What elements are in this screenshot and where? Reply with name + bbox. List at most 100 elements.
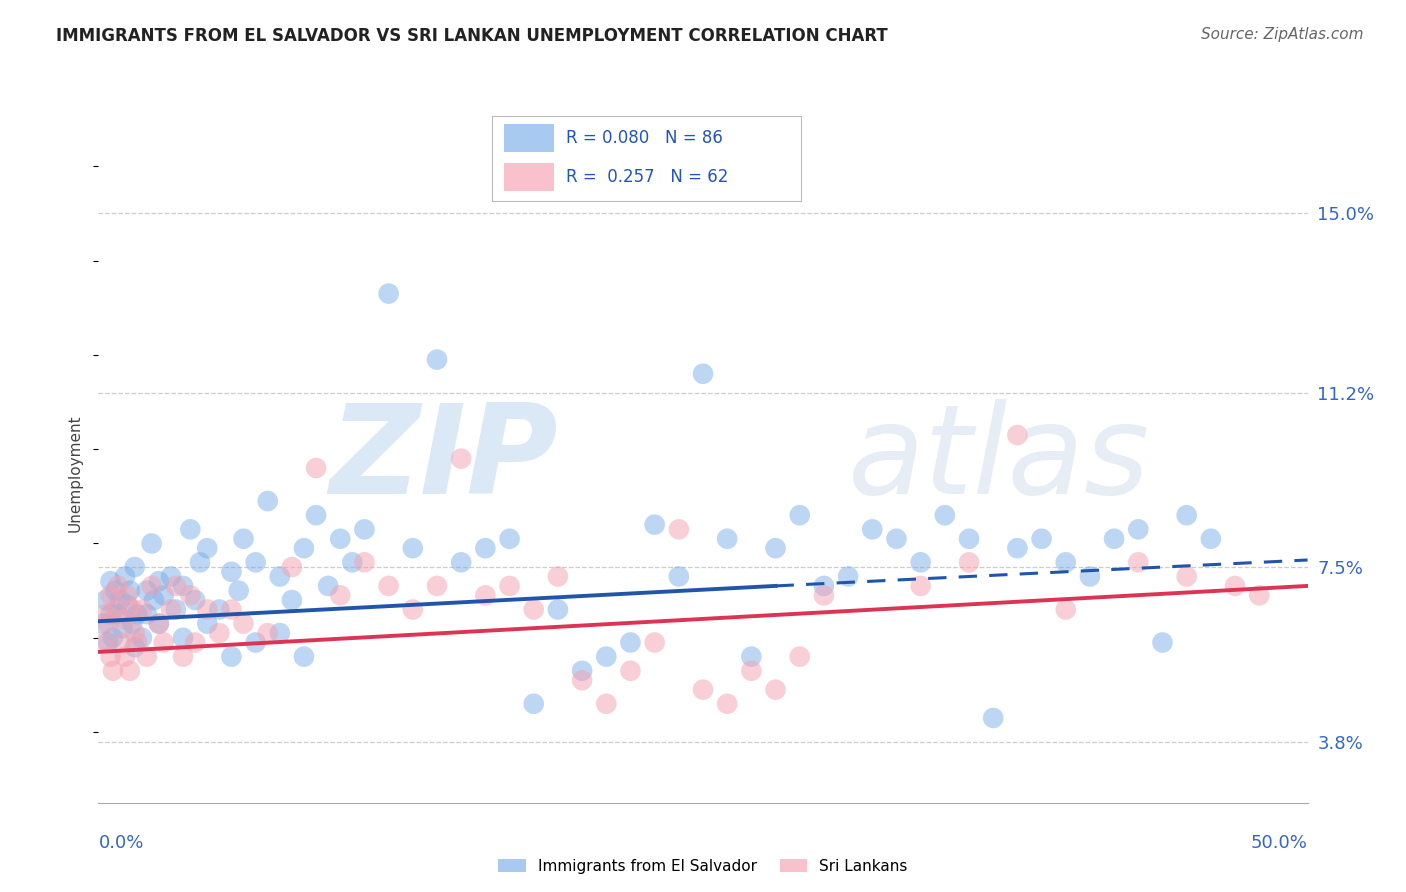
- Point: [402, 602, 425, 616]
- Point: [547, 569, 569, 583]
- Point: [97, 635, 120, 649]
- Point: [1007, 541, 1029, 556]
- Point: [100, 574, 122, 589]
- Point: [141, 536, 163, 550]
- Point: [117, 598, 139, 612]
- Point: [124, 640, 146, 655]
- Point: [292, 541, 315, 556]
- Point: [402, 541, 425, 556]
- Point: [450, 555, 472, 569]
- Point: [377, 286, 399, 301]
- Point: [195, 616, 218, 631]
- Point: [131, 602, 153, 616]
- Point: [1152, 635, 1174, 649]
- Point: [498, 532, 520, 546]
- Point: [114, 649, 136, 664]
- Point: [104, 602, 127, 616]
- Point: [160, 602, 183, 616]
- Point: [152, 635, 174, 649]
- Point: [124, 560, 146, 574]
- Point: [474, 588, 496, 602]
- Text: IMMIGRANTS FROM EL SALVADOR VS SRI LANKAN UNEMPLOYMENT CORRELATION CHART: IMMIGRANTS FROM EL SALVADOR VS SRI LANKA…: [56, 27, 889, 45]
- Point: [188, 555, 211, 569]
- Point: [148, 574, 170, 589]
- Point: [121, 616, 143, 631]
- Point: [148, 616, 170, 631]
- Point: [107, 579, 129, 593]
- Point: [668, 569, 690, 583]
- Point: [1078, 569, 1101, 583]
- Text: 0.0%: 0.0%: [98, 834, 143, 852]
- Point: [910, 555, 932, 569]
- Point: [1175, 508, 1198, 523]
- Legend: Immigrants from El Salvador, Sri Lankans: Immigrants from El Salvador, Sri Lankans: [492, 853, 914, 880]
- Point: [118, 583, 141, 598]
- Point: [143, 593, 166, 607]
- Point: [498, 579, 520, 593]
- Point: [1007, 428, 1029, 442]
- Point: [281, 560, 304, 574]
- Point: [94, 607, 117, 622]
- Text: ZIP: ZIP: [329, 399, 558, 520]
- Point: [789, 508, 811, 523]
- Point: [184, 635, 207, 649]
- Point: [547, 602, 569, 616]
- Point: [644, 517, 666, 532]
- Point: [221, 565, 243, 579]
- Point: [765, 682, 787, 697]
- Point: [195, 602, 218, 616]
- Point: [245, 635, 267, 649]
- Point: [595, 649, 617, 664]
- Point: [886, 532, 908, 546]
- Text: 50.0%: 50.0%: [1251, 834, 1308, 852]
- Point: [121, 602, 143, 616]
- Point: [740, 664, 762, 678]
- Point: [127, 607, 149, 622]
- Point: [127, 635, 149, 649]
- Point: [619, 664, 641, 678]
- Point: [305, 508, 328, 523]
- Point: [208, 602, 231, 616]
- Point: [716, 532, 738, 546]
- Point: [329, 588, 352, 602]
- Point: [111, 612, 134, 626]
- Point: [1054, 555, 1077, 569]
- Point: [245, 555, 267, 569]
- Point: [269, 569, 291, 583]
- Point: [523, 697, 546, 711]
- Point: [426, 579, 449, 593]
- Point: [232, 616, 254, 631]
- Point: [353, 522, 375, 536]
- Point: [172, 631, 194, 645]
- Point: [104, 583, 127, 598]
- Point: [101, 631, 124, 645]
- Point: [165, 602, 187, 616]
- Point: [179, 522, 201, 536]
- Point: [91, 616, 114, 631]
- Point: [179, 588, 201, 602]
- Point: [256, 626, 278, 640]
- Point: [94, 593, 117, 607]
- Point: [281, 593, 304, 607]
- Point: [957, 555, 980, 569]
- Point: [152, 588, 174, 602]
- Text: atlas: atlas: [848, 399, 1150, 520]
- Point: [1128, 522, 1150, 536]
- Point: [107, 607, 129, 622]
- Point: [789, 649, 811, 664]
- Point: [100, 649, 122, 664]
- Point: [316, 579, 339, 593]
- Point: [221, 649, 243, 664]
- Point: [195, 541, 218, 556]
- Point: [329, 532, 352, 546]
- Point: [135, 583, 157, 598]
- Point: [256, 494, 278, 508]
- Text: Source: ZipAtlas.com: Source: ZipAtlas.com: [1201, 27, 1364, 42]
- Bar: [505, 163, 554, 191]
- Point: [860, 522, 883, 536]
- Point: [111, 621, 134, 635]
- Y-axis label: Unemployment: Unemployment: [67, 414, 83, 532]
- Point: [523, 602, 546, 616]
- Point: [165, 579, 187, 593]
- Bar: [505, 124, 554, 152]
